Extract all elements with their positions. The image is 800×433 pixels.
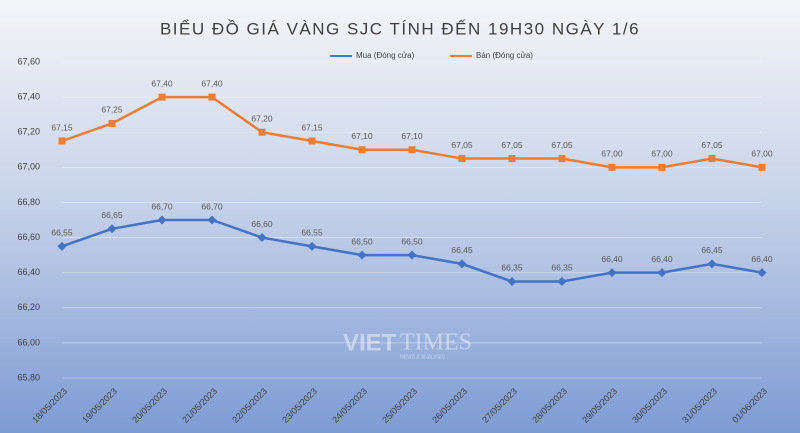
- value-label: 67,20: [251, 113, 273, 123]
- y-tick-label: 67,40: [17, 91, 40, 101]
- point: [757, 268, 767, 278]
- y-tick-label: 66,20: [17, 302, 40, 312]
- point: [557, 276, 567, 286]
- value-label: 67,05: [451, 140, 473, 150]
- point: [107, 224, 117, 234]
- point: [57, 241, 67, 251]
- point: [458, 155, 466, 163]
- point: [507, 276, 517, 286]
- point: [258, 128, 266, 136]
- point: [558, 155, 566, 163]
- point: [707, 259, 717, 269]
- value-label: 66,65: [101, 210, 123, 220]
- point: [58, 137, 66, 145]
- watermark-brand: VIET: [343, 329, 397, 356]
- y-tick-label: 65,80: [17, 372, 40, 382]
- value-label: 66,70: [201, 201, 223, 211]
- value-label: 67,05: [701, 140, 723, 150]
- value-label: 67,15: [51, 122, 73, 132]
- point: [257, 233, 267, 243]
- point: [158, 93, 166, 101]
- point: [608, 163, 616, 171]
- value-label: 67,00: [751, 149, 773, 159]
- value-label: 67,15: [301, 122, 323, 132]
- value-label: 66,60: [251, 219, 273, 229]
- value-label: 66,55: [51, 228, 73, 238]
- legend-label: Mua (Đóng cửa): [356, 51, 415, 60]
- point: [358, 146, 366, 154]
- value-label: 67,00: [601, 149, 623, 159]
- point: [708, 155, 716, 163]
- value-label: 66,50: [351, 236, 373, 246]
- value-label: 67,40: [201, 78, 223, 88]
- y-tick-label: 67,00: [17, 162, 40, 172]
- watermark-tagline: NEWS & ANALYSIS: [400, 354, 446, 360]
- value-label: 66,45: [451, 245, 473, 255]
- value-label: 67,25: [101, 105, 123, 115]
- value-label: 66,50: [401, 236, 423, 246]
- value-label: 67,10: [401, 131, 423, 141]
- y-tick-label: 67,20: [17, 127, 40, 137]
- point: [607, 268, 617, 278]
- y-tick-label: 66,00: [17, 337, 40, 347]
- value-label: 66,55: [301, 228, 323, 238]
- point: [207, 215, 217, 225]
- y-tick-label: 67,60: [17, 56, 40, 66]
- y-tick-label: 66,60: [17, 232, 40, 242]
- watermark: VIET TIMES NEWS & ANALYSIS: [343, 329, 472, 360]
- point: [157, 215, 167, 225]
- watermark-brand: TIMES: [400, 330, 472, 356]
- point: [108, 119, 116, 127]
- value-label: 66,35: [501, 263, 523, 273]
- y-tick-label: 66,80: [17, 197, 40, 207]
- point: [208, 93, 216, 101]
- value-label: 67,00: [651, 149, 673, 159]
- point: [658, 163, 666, 171]
- point: [508, 155, 516, 163]
- point: [758, 163, 766, 171]
- point: [408, 146, 416, 154]
- y-tick-label: 66,40: [17, 267, 40, 277]
- value-label: 66,40: [751, 254, 773, 264]
- value-label: 66,45: [701, 245, 723, 255]
- point: [308, 137, 316, 145]
- value-label: 66,70: [151, 201, 173, 211]
- point: [357, 250, 367, 260]
- point: [407, 250, 417, 260]
- value-label: 66,35: [551, 263, 573, 273]
- value-label: 66,40: [651, 254, 673, 264]
- value-label: 67,40: [151, 78, 173, 88]
- legend-label: Bán (Đóng cửa): [476, 51, 533, 60]
- point: [307, 241, 317, 251]
- value-label: 67,10: [351, 131, 373, 141]
- value-label: 66,40: [601, 254, 623, 264]
- point: [457, 259, 467, 269]
- chart-title: BIỂU ĐỒ GIÁ VÀNG SJC TÍNH ĐẾN 19H30 NGÀY…: [160, 19, 640, 38]
- value-label: 67,05: [551, 140, 573, 150]
- value-label: 67,05: [501, 140, 523, 150]
- point: [657, 268, 667, 278]
